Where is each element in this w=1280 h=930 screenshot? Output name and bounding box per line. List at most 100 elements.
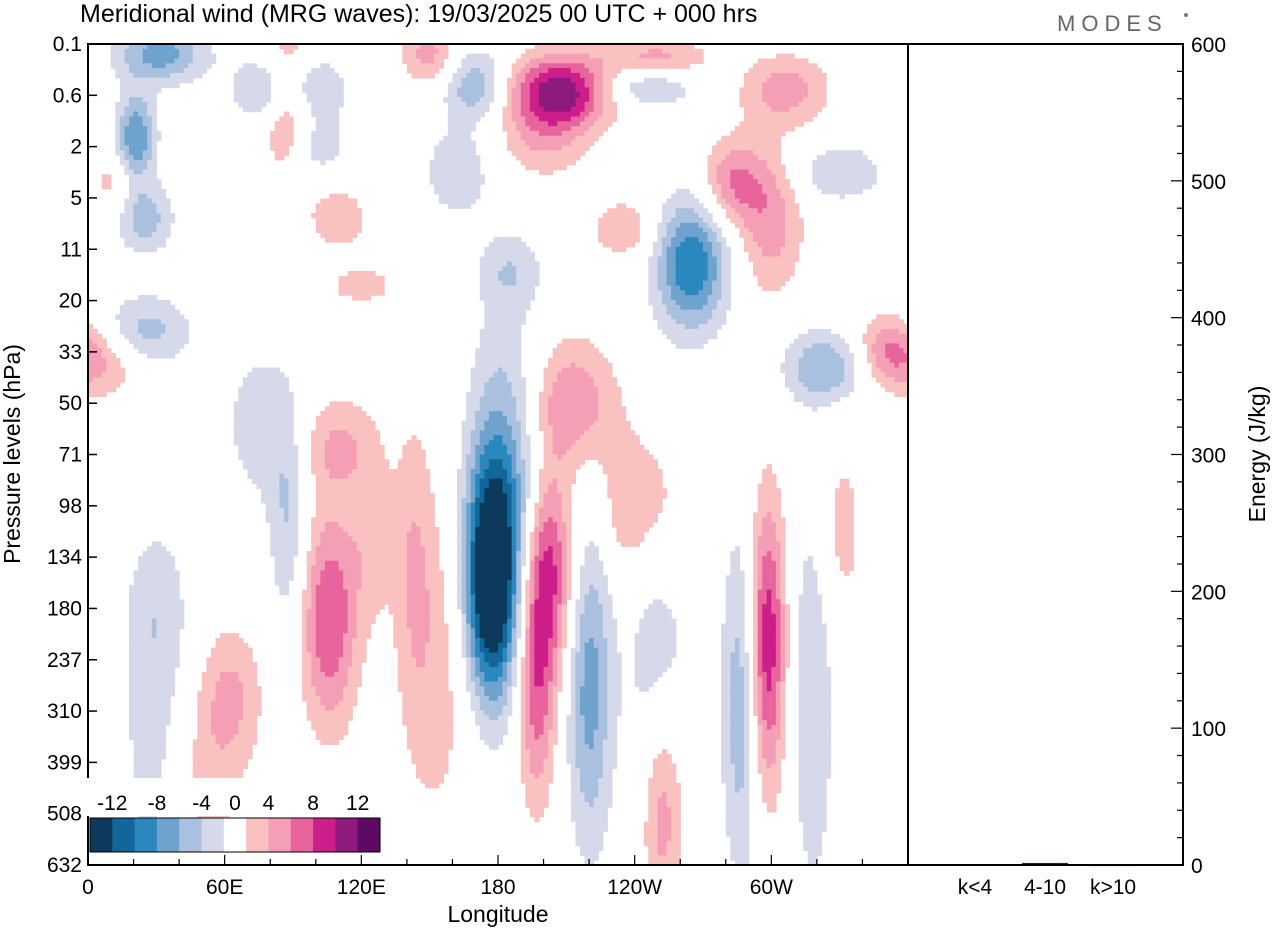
heatmap-cell (429, 164, 435, 171)
heatmap-cell (607, 362, 613, 369)
heatmap-cell (156, 179, 162, 185)
heatmap-cell (611, 377, 618, 383)
heatmap-cell (115, 357, 121, 364)
heatmap-cell (894, 328, 900, 335)
heatmap-cell (639, 87, 645, 93)
heatmap-cell (570, 145, 577, 151)
heatmap-cell (461, 63, 467, 69)
heatmap-cell (621, 242, 627, 248)
heatmap-cell (766, 92, 772, 98)
heatmap-cell (529, 101, 536, 108)
heatmap-cell (488, 314, 495, 320)
heatmap-cell (119, 53, 126, 60)
heatmap-cell (447, 150, 454, 156)
heatmap-cell (589, 444, 595, 451)
heatmap-cell (511, 440, 517, 446)
heatmap-cell (803, 87, 809, 93)
heatmap-cell (502, 309, 508, 316)
heatmap-cell (575, 53, 581, 60)
heatmap-cell (324, 72, 331, 79)
heatmap-cell (584, 362, 590, 369)
heatmap-cell (475, 77, 481, 84)
heatmap-cell (493, 295, 499, 301)
heatmap-cell (525, 130, 531, 137)
heatmap-cell (356, 290, 362, 296)
heatmap-cell (616, 430, 622, 436)
heatmap-cell (252, 63, 258, 69)
heatmap-cell (151, 68, 157, 74)
heatmap-cell (343, 285, 349, 291)
heatmap-cell (247, 72, 253, 79)
heatmap-cell (671, 299, 677, 306)
heatmap-cell (434, 145, 440, 151)
heatmap-cell (812, 179, 818, 185)
heatmap-cell (488, 275, 495, 282)
heatmap-cell (552, 53, 558, 60)
heatmap-cell (256, 449, 262, 456)
heatmap-cell (812, 92, 818, 98)
heatmap-cell (721, 285, 727, 291)
heatmap-cell (552, 77, 558, 84)
heatmap-cell (147, 72, 153, 79)
heatmap-cell (898, 348, 905, 354)
heatmap-cell (151, 304, 157, 311)
heatmap-cell (689, 198, 695, 204)
heatmap-cell (265, 367, 271, 373)
heatmap-cell (548, 72, 554, 79)
heatmap-cell (493, 415, 499, 422)
heatmap-cell (734, 140, 741, 147)
heatmap-cell (816, 382, 823, 388)
heatmap-cell (516, 58, 522, 64)
heatmap-cell (498, 290, 504, 296)
heatmap-cell (757, 184, 763, 190)
heatmap-cell (283, 44, 290, 50)
heatmap-cell (133, 77, 139, 84)
heatmap-cell (534, 159, 540, 166)
heatmap-cell (616, 435, 622, 441)
heatmap-cell (762, 222, 768, 229)
heatmap-cell (188, 44, 194, 50)
heatmap-cell (329, 440, 335, 446)
heatmap-cell (552, 372, 558, 378)
heatmap-cell (557, 63, 563, 69)
heatmap-cell (703, 309, 709, 316)
heatmap-cell (561, 145, 567, 151)
heatmap-cell (557, 435, 563, 441)
heatmap-cell (324, 135, 331, 142)
heatmap-cell (502, 353, 508, 359)
heatmap-cell (757, 169, 763, 175)
heatmap-cell (165, 324, 171, 330)
heatmap-cell (762, 198, 768, 204)
heatmap-cell (757, 237, 763, 243)
heatmap-cell (516, 391, 522, 398)
heatmap-cell (443, 155, 449, 161)
heatmap-cell (543, 396, 549, 402)
heatmap-cell (835, 372, 841, 378)
heatmap-cell (110, 58, 116, 64)
heatmap-cell (133, 203, 139, 209)
heatmap-cell (311, 77, 317, 84)
heatmap-cell (803, 362, 809, 369)
heatmap-cell (816, 343, 823, 349)
heatmap-cell (475, 72, 481, 79)
heatmap-cell (92, 372, 98, 378)
heatmap-cell (160, 48, 167, 55)
heatmap-cell (334, 420, 340, 427)
heatmap-cell (138, 184, 144, 190)
heatmap-cell (488, 411, 495, 417)
heatmap-cell (757, 227, 763, 233)
heatmap-cell (329, 420, 335, 427)
heatmap-cell (138, 44, 144, 50)
heatmap-cell (256, 391, 262, 398)
heatmap-cell (361, 430, 367, 436)
heatmap-cell (830, 169, 836, 175)
heatmap-cell (356, 435, 362, 441)
heatmap-cell (625, 430, 631, 436)
heatmap-cell (753, 145, 759, 151)
heatmap-cell (529, 266, 536, 272)
heatmap-cell (502, 280, 508, 287)
heatmap-cell (785, 217, 791, 224)
heatmap-cell (115, 44, 121, 50)
heatmap-cell (498, 420, 504, 427)
heatmap-cell (584, 92, 590, 98)
